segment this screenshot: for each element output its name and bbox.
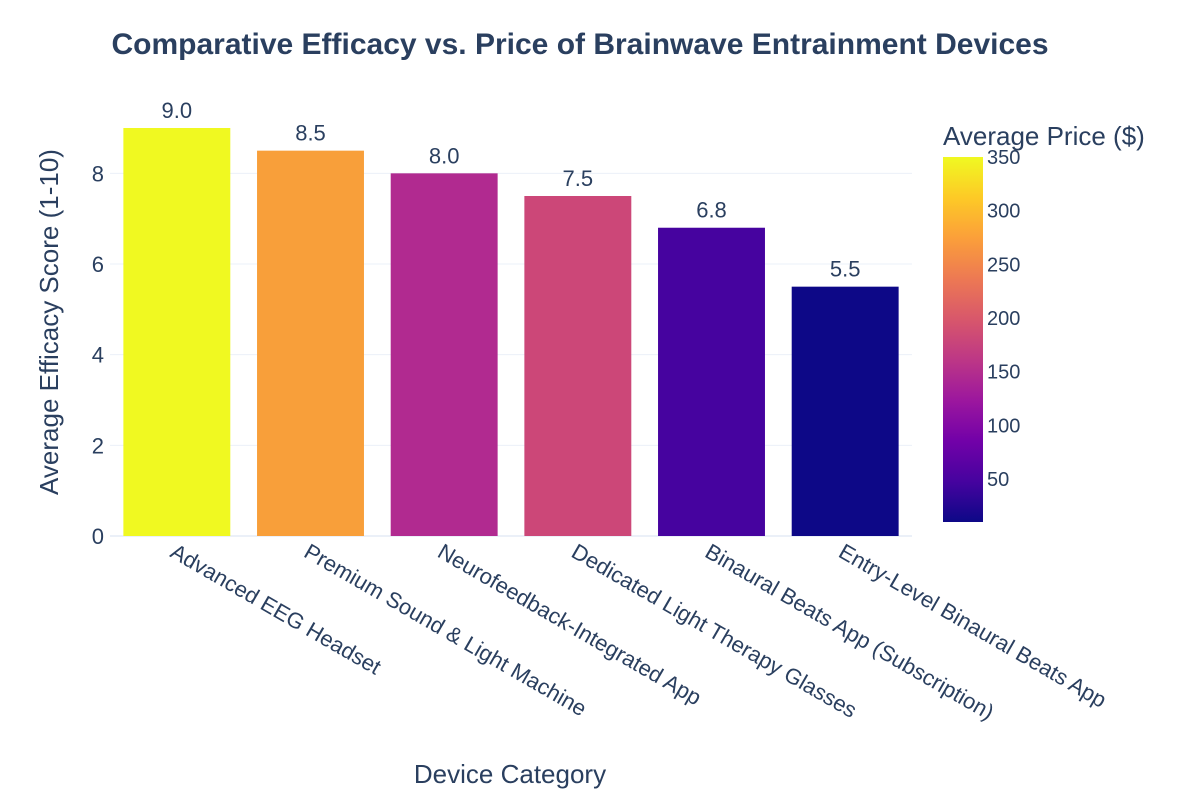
bar [791,286,899,536]
bar-value-label: 5.5 [830,257,861,282]
y-tick-label: 4 [92,343,104,368]
y-axis-title: Average Efficacy Score (1-10) [34,149,64,495]
bars [123,128,899,537]
bar [123,128,231,536]
colorbar-tick-label: 50 [987,469,1009,491]
y-tick-label: 2 [92,433,104,458]
x-tick-label: Entry-Level Binaural Beats App [835,539,1111,713]
bar [257,150,364,536]
colorbar-tick-label: 250 [987,254,1020,276]
y-tick-label: 8 [92,161,104,186]
bar-value-label: 6.8 [696,198,727,223]
colorbar-tick-label: 150 [987,362,1020,384]
bar-value-labels: 9.0 8.5 8.0 7.5 6.8 5.5 [162,98,861,282]
chart-title: Comparative Efficacy vs. Price of Brainw… [111,28,1048,61]
colorbar-tick-label: 300 [987,201,1020,223]
bar-value-label: 8.5 [295,121,326,146]
bar [658,227,765,536]
bar [390,173,498,537]
bar-value-label: 8.0 [429,143,460,168]
colorbar [943,157,983,522]
colorbar-ticks: 50 100 150 200 250 300 350 [987,147,1020,491]
y-grid [110,172,912,537]
x-axis-title: Device Category [414,759,606,789]
colorbar-tick-label: 100 [987,415,1020,437]
bar-value-label: 9.0 [162,98,193,123]
x-tick-label: Advanced EEG Headset [166,539,385,680]
y-tick-label: 0 [92,524,104,549]
y-tick-label: 6 [92,252,104,277]
bar-value-label: 7.5 [563,166,594,191]
bar [524,196,632,536]
colorbar-tick-label: 350 [987,147,1020,169]
x-tick-label: Neurofeedback-Integrated App [434,539,706,710]
colorbar-tick-label: 200 [987,308,1020,330]
colorbar-title: Average Price ($) [943,121,1145,151]
y-tick-labels: 0 2 4 6 8 [92,161,104,549]
